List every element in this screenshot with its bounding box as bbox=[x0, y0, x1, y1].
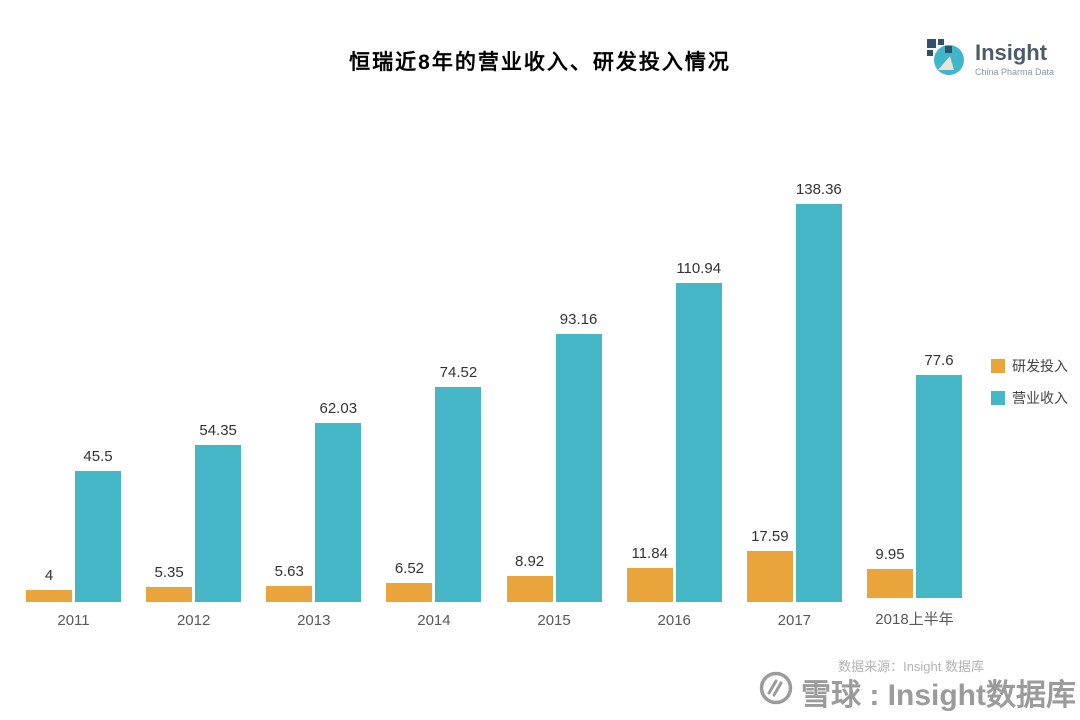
bar-column: 4 bbox=[26, 567, 72, 602]
bar-研发投入 bbox=[386, 583, 433, 602]
bar-value-label: 45.5 bbox=[83, 447, 113, 465]
bar-value-label: 74.52 bbox=[439, 364, 478, 382]
bar-column: 8.92 bbox=[506, 553, 553, 602]
bar-value-label: 4 bbox=[44, 567, 54, 585]
category-label: 2016 bbox=[657, 612, 691, 629]
bar-pair: 5.63 62.03 bbox=[266, 144, 362, 602]
bar-value-label: 110.94 bbox=[676, 259, 722, 277]
bar-研发投入 bbox=[506, 576, 553, 602]
category-label: 2018上半年 bbox=[875, 611, 954, 628]
bar-column: 6.52 bbox=[386, 560, 433, 602]
bar-pair: 4 45.5 bbox=[26, 144, 121, 602]
watermark: 雪球 : Insight数据库 bbox=[759, 670, 1076, 714]
insight-logo-subtitle: China Pharma Data bbox=[974, 66, 1054, 77]
bar-column: 62.03 bbox=[315, 400, 362, 602]
legend-swatch bbox=[991, 391, 1005, 405]
bar-value-label: 9.95 bbox=[875, 546, 905, 564]
bar-column: 9.95 bbox=[866, 546, 913, 598]
bar-营业收入 bbox=[795, 203, 842, 602]
bar-营业收入 bbox=[195, 445, 242, 602]
insight-logo: Insight China Pharma Data bbox=[924, 36, 1054, 83]
bar-chart: 4 45.5 2011 5.35 54.35 2012 5.63 62.03 2013 6.52 7… bbox=[26, 140, 962, 629]
bar-column: 93.16 bbox=[555, 310, 602, 602]
bar-value-label: 8.92 bbox=[514, 553, 545, 571]
bar-研发投入 bbox=[746, 551, 793, 602]
bar-研发投入 bbox=[26, 590, 72, 602]
bar-column: 77.6 bbox=[915, 351, 962, 598]
category-label: 2015 bbox=[537, 612, 571, 629]
bar-group: 8.92 93.16 2015 bbox=[506, 144, 602, 629]
bar-营业收入 bbox=[555, 333, 602, 602]
bar-研发投入 bbox=[266, 585, 313, 602]
legend-label: 营业收入 bbox=[1012, 390, 1068, 406]
bar-group: 17.59 138.36 2017 bbox=[746, 144, 842, 629]
bar-pair: 5.35 54.35 bbox=[146, 144, 242, 602]
bar-group: 4 45.5 2011 bbox=[26, 144, 121, 629]
bar-column: 54.35 bbox=[195, 422, 242, 602]
category-label: 2014 bbox=[417, 612, 451, 629]
bar-group: 6.52 74.52 2014 bbox=[386, 144, 482, 629]
xueqiu-logo-icon bbox=[759, 671, 793, 713]
category-label: 2017 bbox=[777, 612, 812, 629]
bar-value-label: 6.52 bbox=[394, 560, 425, 578]
chart-legend: 研发投入 营业收入 bbox=[991, 356, 1068, 408]
bar-pair: 6.52 74.52 bbox=[386, 144, 482, 602]
bar-column: 74.52 bbox=[435, 364, 482, 602]
bar-column: 110.94 bbox=[675, 259, 722, 602]
bar-column: 17.59 bbox=[746, 528, 793, 602]
bar-column: 11.84 bbox=[626, 544, 673, 602]
bar-column: 5.35 bbox=[146, 563, 193, 602]
bar-group: 5.35 54.35 2012 bbox=[146, 144, 242, 629]
bar-pair: 17.59 138.36 bbox=[746, 144, 842, 602]
legend-label: 研发投入 bbox=[1012, 358, 1068, 374]
bar-value-label: 93.16 bbox=[559, 310, 598, 328]
insight-logo-text: Insight China Pharma Data bbox=[975, 41, 1054, 77]
bar-营业收入 bbox=[315, 423, 362, 602]
bar-value-label: 5.63 bbox=[274, 562, 304, 580]
bar-研发投入 bbox=[626, 567, 673, 602]
insight-logo-icon bbox=[924, 36, 966, 83]
legend-item: 营业收入 bbox=[991, 388, 1068, 408]
bar-group: 9.95 77.6 2018上半年 bbox=[866, 140, 962, 629]
bar-pair: 11.84 110.94 bbox=[626, 144, 722, 602]
bar-value-label: 77.6 bbox=[924, 351, 954, 369]
bar-value-label: 54.35 bbox=[199, 422, 237, 440]
bar-营业收入 bbox=[75, 470, 121, 602]
legend-swatch bbox=[991, 359, 1005, 373]
watermark-text: 雪球 : Insight数据库 bbox=[801, 679, 1076, 712]
bar-group: 11.84 110.94 2016 bbox=[626, 144, 722, 629]
bar-pair: 9.95 77.6 bbox=[866, 140, 962, 598]
bar-研发投入 bbox=[146, 586, 193, 602]
bar-value-label: 5.35 bbox=[154, 563, 184, 581]
category-label: 2011 bbox=[57, 612, 90, 629]
data-source: 数据来源：Insight 数据库 bbox=[838, 659, 984, 674]
bar-value-label: 17.59 bbox=[751, 528, 789, 546]
bar-营业收入 bbox=[915, 374, 962, 598]
bar-column: 45.5 bbox=[75, 448, 121, 602]
bar-value-label: 62.03 bbox=[319, 400, 358, 418]
insight-logo-name: Insight bbox=[974, 40, 1048, 66]
bar-value-label: 138.36 bbox=[795, 180, 842, 198]
bar-研发投入 bbox=[866, 569, 913, 598]
bar-营业收入 bbox=[675, 282, 722, 602]
bar-column: 5.63 bbox=[266, 562, 313, 602]
bar-pair: 8.92 93.16 bbox=[506, 144, 602, 602]
bar-value-label: 11.84 bbox=[631, 544, 668, 562]
bar-营业收入 bbox=[435, 387, 482, 602]
bar-column: 138.36 bbox=[795, 180, 842, 602]
category-label: 2013 bbox=[297, 612, 331, 629]
chart-title: 恒瑞近8年的营业收入、研发投入情况 bbox=[349, 51, 731, 74]
bar-group: 5.63 62.03 2013 bbox=[266, 144, 362, 629]
category-label: 2012 bbox=[176, 612, 211, 629]
legend-item: 研发投入 bbox=[991, 356, 1068, 376]
